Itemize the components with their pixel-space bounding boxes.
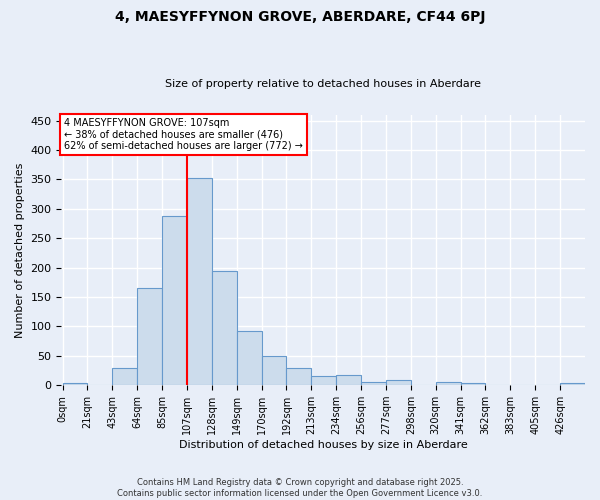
Text: 4 MAESYFFYNON GROVE: 107sqm
← 38% of detached houses are smaller (476)
62% of se: 4 MAESYFFYNON GROVE: 107sqm ← 38% of det… — [64, 118, 302, 151]
Bar — [187, 178, 212, 385]
Bar — [286, 368, 311, 385]
Bar — [311, 376, 336, 385]
Bar — [112, 368, 137, 385]
Bar — [162, 216, 187, 385]
Y-axis label: Number of detached properties: Number of detached properties — [15, 162, 25, 338]
Bar — [336, 374, 361, 385]
Bar — [262, 356, 286, 385]
Bar — [560, 383, 585, 385]
X-axis label: Distribution of detached houses by size in Aberdare: Distribution of detached houses by size … — [179, 440, 467, 450]
Bar — [436, 382, 461, 385]
Bar — [361, 382, 386, 385]
Bar — [137, 288, 162, 385]
Bar — [237, 330, 262, 385]
Text: Contains HM Land Registry data © Crown copyright and database right 2025.
Contai: Contains HM Land Registry data © Crown c… — [118, 478, 482, 498]
Bar — [212, 271, 237, 385]
Text: 4, MAESYFFYNON GROVE, ABERDARE, CF44 6PJ: 4, MAESYFFYNON GROVE, ABERDARE, CF44 6PJ — [115, 10, 485, 24]
Bar — [62, 384, 88, 385]
Bar — [461, 383, 485, 385]
Bar — [386, 380, 411, 385]
Title: Size of property relative to detached houses in Aberdare: Size of property relative to detached ho… — [165, 79, 481, 89]
